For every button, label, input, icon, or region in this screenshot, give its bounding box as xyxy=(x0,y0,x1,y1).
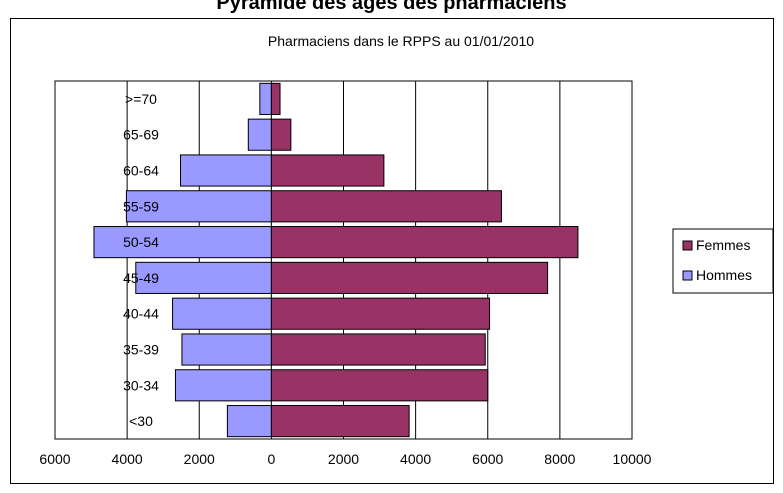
category-label: 50-54 xyxy=(123,234,159,250)
bar-hommes xyxy=(181,333,272,366)
bar-femmes xyxy=(270,226,579,259)
legend-box xyxy=(672,228,774,294)
bar-femmes xyxy=(270,190,502,223)
category-label: 60-64 xyxy=(123,163,159,179)
category-label: 45-49 xyxy=(123,270,159,286)
x-tick-labels: 6000 4000 2000 0 2000 4000 6000 8000 10000 xyxy=(39,451,651,467)
bar-femmes xyxy=(270,297,491,330)
legend-label: Femmes xyxy=(696,237,750,253)
bar-femmes xyxy=(270,261,549,294)
category-label: 40-44 xyxy=(123,306,159,322)
x-tick-label: 10000 xyxy=(613,451,652,467)
bar-femmes xyxy=(270,154,385,187)
x-tick-label: 4000 xyxy=(112,451,143,467)
bar-hommes xyxy=(174,369,272,402)
bar-femmes xyxy=(270,118,292,151)
category-labels: >=70 65-69 60-64 55-59 50-54 45-49 40-44 35-39 3… xyxy=(123,91,159,429)
legend-label: Hommes xyxy=(696,267,752,283)
category-label: 65-69 xyxy=(123,127,159,143)
category-label: 35-39 xyxy=(123,342,159,358)
x-tick-label: 4000 xyxy=(400,451,431,467)
x-tick-label: 2000 xyxy=(184,451,215,467)
bar-femmes xyxy=(270,405,410,438)
x-tick-label: 0 xyxy=(267,451,275,467)
legend: Femmes Hommes xyxy=(672,228,774,294)
bar-hommes xyxy=(179,154,272,187)
chart-title: Pharmaciens dans le RPPS au 01/01/2010 xyxy=(268,33,534,49)
bar-femmes xyxy=(270,369,489,402)
x-tick-label: 6000 xyxy=(39,451,70,467)
bar-hommes xyxy=(259,82,272,115)
page-title: Pyramide des âges des pharmaciens xyxy=(216,0,567,14)
category-label: >=70 xyxy=(125,91,157,107)
chart-area: Pharmaciens dans le RPPS au 01/01/2010 >… xyxy=(10,18,774,484)
x-tick-label: 2000 xyxy=(328,451,359,467)
bar-femmes xyxy=(270,82,281,115)
category-label: 55-59 xyxy=(123,198,159,214)
bar-hommes xyxy=(172,297,272,330)
legend-swatch xyxy=(682,270,693,281)
bar-hommes xyxy=(93,226,272,259)
x-tick-label: 8000 xyxy=(544,451,575,467)
category-label: <30 xyxy=(129,413,153,429)
x-tick-label: 6000 xyxy=(472,451,503,467)
bar-femmes xyxy=(270,333,486,366)
chart-svg: Pharmaciens dans le RPPS au 01/01/2010 >… xyxy=(39,33,774,467)
bars xyxy=(93,82,579,438)
legend-swatch xyxy=(682,240,693,251)
category-label: 30-34 xyxy=(123,377,159,393)
bar-hommes xyxy=(247,118,272,151)
bar-hommes xyxy=(226,405,272,438)
